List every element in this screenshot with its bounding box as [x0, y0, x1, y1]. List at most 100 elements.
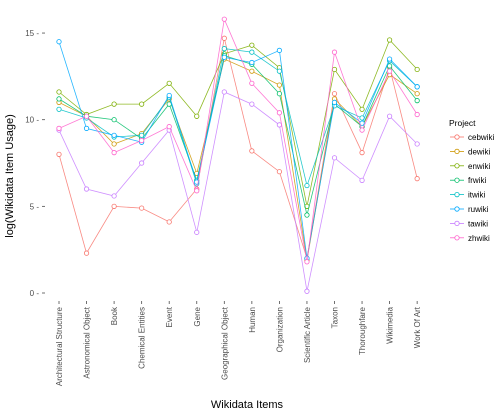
data-point: [221, 35, 227, 41]
legend-item-zhwiki: zhwiki: [450, 234, 490, 243]
data-point: [276, 122, 282, 128]
legend-item-ruwiki: ruwiki: [450, 205, 489, 214]
data-point: [194, 188, 200, 194]
data-point: [249, 49, 255, 55]
x-tick-label: Scientific Article: [303, 306, 312, 363]
data-point: [166, 92, 172, 99]
data-point: [414, 98, 420, 104]
y-tick-label: 0 -: [30, 289, 40, 298]
data-point: [83, 186, 90, 192]
series-line-enwiki: [58, 39, 418, 207]
x-tick-label: Taxon: [331, 307, 340, 328]
data-point: [331, 155, 338, 161]
data-point: [414, 91, 420, 97]
data-point: [276, 47, 282, 53]
data-point: [331, 91, 338, 97]
data-point: [139, 101, 145, 107]
legend: Project cebwiki dewiki enwiki frwiki itwiki r…: [449, 118, 494, 243]
data-point: [359, 177, 365, 183]
data-point: [386, 37, 393, 43]
x-axis: Architectural Structure Astronomical Obje…: [55, 301, 422, 386]
data-point: [56, 96, 62, 102]
data-point: [276, 91, 282, 97]
data-point: [194, 113, 200, 119]
data-point: [386, 113, 393, 119]
data-point: [276, 169, 282, 175]
data-point: [276, 110, 282, 116]
y-tick-label: 15 -: [25, 29, 39, 38]
data-point: [83, 250, 90, 256]
legend-label: itwiki: [468, 191, 486, 200]
legend-key-point: [454, 163, 460, 169]
data-point: [111, 193, 117, 199]
data-point: [56, 106, 62, 112]
legend-item-tawiki: tawiki: [450, 219, 488, 228]
data-point: [111, 132, 117, 138]
data-point: [166, 80, 172, 86]
legend-key-point: [454, 206, 460, 212]
series-ruwiki: [56, 39, 420, 261]
legend-label: tawiki: [468, 219, 488, 228]
data-point: [139, 132, 145, 138]
data-point: [221, 16, 227, 22]
series-line-dewiki: [58, 58, 418, 261]
data-point: [249, 80, 255, 86]
legend-key-point: [454, 192, 460, 198]
data-point: [386, 68, 393, 74]
x-tick-label: Gene: [193, 306, 202, 326]
legend-item-itwiki: itwiki: [450, 191, 486, 200]
x-tick-label: Geographical Object: [220, 306, 229, 380]
x-tick-label: Event: [165, 306, 174, 327]
data-point: [139, 137, 145, 144]
data-point: [221, 54, 227, 60]
x-tick-label: Chemical Entities: [138, 307, 147, 369]
data-point: [386, 56, 393, 62]
legend-key-point: [454, 148, 460, 154]
x-tick-label: Organization: [275, 307, 284, 352]
data-point: [304, 288, 310, 294]
data-point: [111, 203, 117, 209]
legend-item-enwiki: enwiki: [450, 162, 490, 171]
data-point: [56, 39, 62, 45]
data-point: [194, 229, 200, 235]
data-point: [166, 219, 172, 225]
data-point: [139, 160, 145, 166]
series-enwiki: [56, 37, 420, 209]
data-point: [276, 68, 282, 74]
data-point: [83, 125, 90, 131]
legend-item-dewiki: dewiki: [450, 147, 490, 156]
data-point: [414, 176, 420, 182]
legend-label: frwiki: [468, 176, 486, 185]
data-point: [111, 117, 117, 123]
data-point: [56, 151, 62, 157]
data-point: [56, 125, 62, 131]
legend-item-frwiki: frwiki: [450, 176, 486, 185]
data-point: [359, 150, 365, 156]
y-tick-label: 5 -: [30, 202, 40, 211]
data-point: [331, 99, 338, 105]
legend-title: Project: [449, 118, 476, 128]
data-point: [249, 42, 255, 48]
series-line-tawiki: [58, 91, 418, 292]
data-point: [221, 89, 227, 95]
y-tick-label: 10 -: [25, 116, 39, 125]
legend-label: cebwiki: [468, 133, 494, 142]
series-dewiki: [56, 56, 420, 263]
data-point: [414, 111, 420, 118]
data-point: [359, 127, 365, 133]
data-point: [221, 46, 227, 52]
x-tick-label: Astronomical Object: [83, 306, 92, 378]
legend-item-cebwiki: cebwiki: [450, 133, 494, 142]
legend-key-point: [454, 235, 460, 241]
data-point: [331, 66, 338, 73]
data-point: [111, 150, 117, 156]
series-line-ruwiki: [58, 41, 418, 259]
data-point: [276, 82, 282, 88]
series-layer: [56, 16, 420, 294]
data-point: [249, 68, 255, 74]
legend-key-point: [454, 177, 460, 183]
legend-label: dewiki: [468, 147, 490, 156]
legend-label: enwiki: [468, 162, 490, 171]
data-point: [56, 89, 62, 95]
